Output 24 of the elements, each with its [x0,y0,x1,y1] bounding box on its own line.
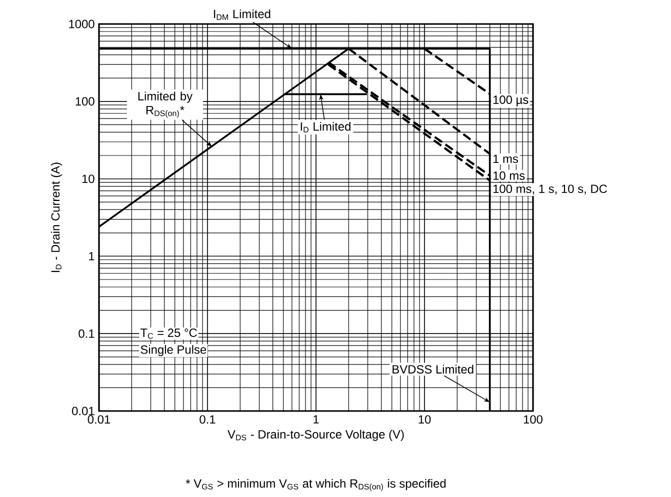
series-label: 100 ms, 1 s, 10 s, DC [493,184,607,194]
y-tick-label: 10 [82,174,94,184]
y-tick-label: 0.01 [72,406,94,416]
annotation: BVDSS Limited [392,364,474,374]
annotation: I$_{D}$ Limited [300,122,350,132]
series-label: 10 ms [493,171,525,180]
x-tick-label: 0.01 [88,415,110,424]
text: * V$_{GS}$ > minimum V$_{GS}$ at which R$_{DS(on)}$ is specified [186,478,446,492]
y-tick-label: 0.1 [78,329,94,338]
x-axis-title: V$_{DS}$ - Drain-to-Source Voltage (V) [228,430,404,441]
series-label: 100 µs [493,95,528,106]
y-tick-label: 1 [89,252,94,260]
annotation: T$_{C}$ = 25 °C [140,328,197,339]
x-tick-label: 100 [524,415,543,424]
y-axis-title: I$_{D}$ - Drain Current (A) [50,162,62,272]
x-tick-label: 0.1 [200,415,216,424]
y-tick-label: 100 [76,97,94,106]
x-tick-label: 10 [418,415,431,424]
annotation: I$_{DM}$ Limited [214,9,270,20]
annotation: Single Pulse [140,345,206,356]
series-label: 1 ms [493,154,518,164]
y-tick-label: 1000 [69,20,94,28]
x-tick-label: 1 [314,415,319,424]
annotation: Limited by R$_{DS(on)}$* [138,92,193,118]
